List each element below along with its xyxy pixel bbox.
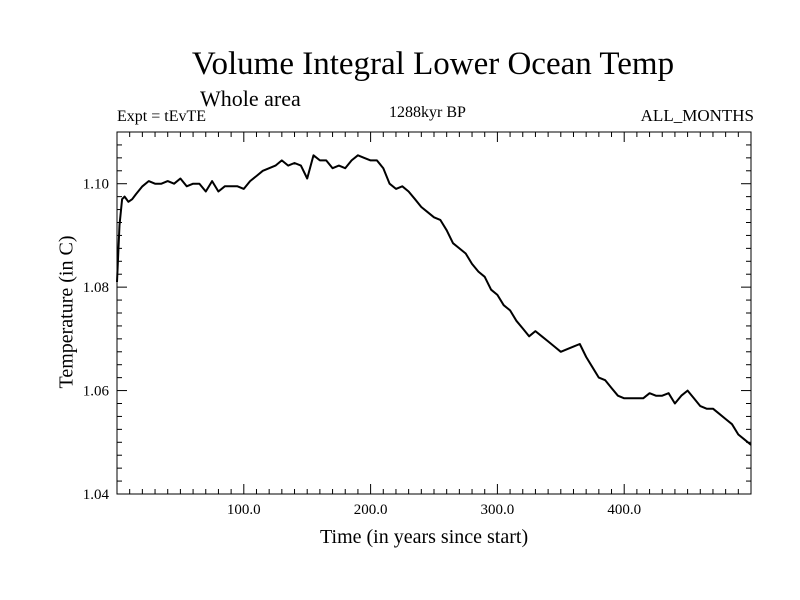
x-axis-label: Time (in years since start)	[320, 526, 529, 548]
x-tick-label: 400.0	[607, 502, 641, 518]
y-tick-label: 1.10	[83, 177, 109, 193]
plot-frame	[116, 131, 752, 495]
chart-subtitle: Whole area	[200, 86, 301, 111]
y-tick-label: 1.08	[83, 280, 109, 296]
y-tick-label: 1.06	[83, 384, 110, 400]
x-tick-label: 100.0	[227, 502, 261, 518]
x-tick-label: 200.0	[354, 502, 388, 518]
period-label: 1288kyr BP	[389, 104, 466, 121]
chart-title: Volume Integral Lower Ocean Temp	[191, 46, 675, 82]
experiment-label: Expt = tEvTE	[117, 108, 207, 125]
temperature-series-line	[116, 154, 752, 446]
months-label: ALL_MONTHS	[640, 106, 754, 125]
y-tick-label: 1.04	[83, 487, 110, 503]
x-tick-label: 300.0	[481, 502, 515, 518]
axis-tick-labels: 100.0 200.0 300.0 400.0 1.04 1.06 1.08 1.10	[83, 177, 641, 518]
axis-ticks	[117, 132, 751, 494]
